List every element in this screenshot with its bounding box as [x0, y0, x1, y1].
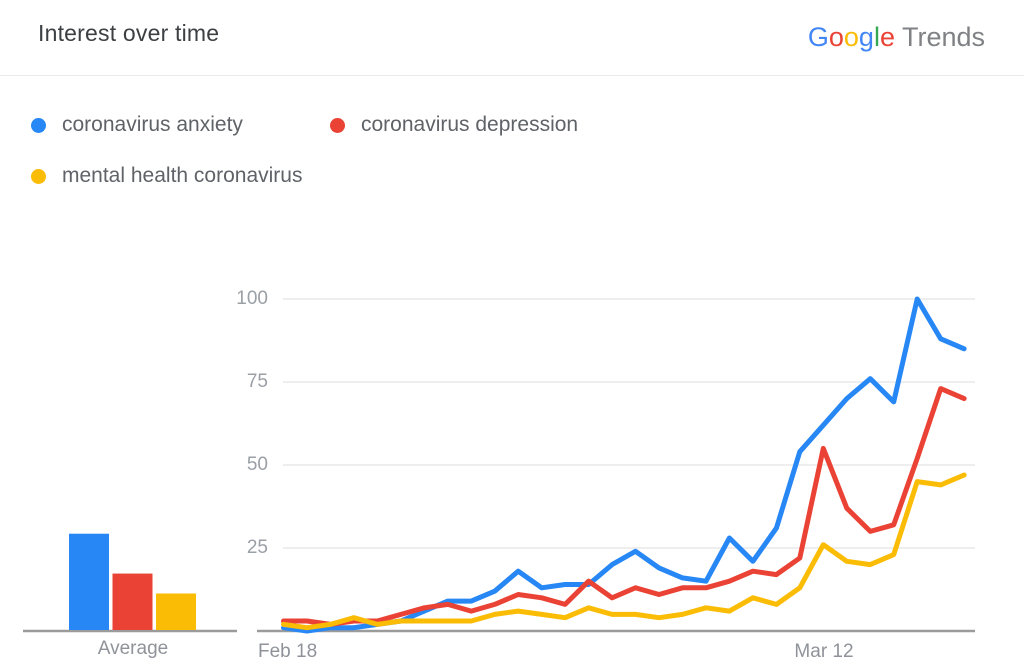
- legend-item-mental-health-coronavirus: mental health coronavirus: [31, 161, 302, 191]
- average-bar-blue[interactable]: [69, 533, 109, 630]
- x-axis-label-feb-18: Feb 18: [258, 641, 318, 662]
- legend-label: coronavirus depression: [361, 113, 579, 136]
- y-tick-label: 100: [236, 288, 268, 309]
- y-tick-label: 25: [246, 537, 268, 558]
- y-tick-label: 75: [246, 371, 268, 392]
- legend-item-coronavirus-depression: coronavirus depression: [330, 110, 578, 140]
- legend-dot-blue-icon: [31, 117, 46, 133]
- trends-wordmark: Trends: [901, 22, 985, 52]
- x-axis-label-mar-12: Mar 12: [794, 641, 854, 662]
- legend-item-coronavirus-anxiety: coronavirus anxiety: [31, 110, 243, 140]
- google-trends-logo[interactable]: Google Trends: [808, 22, 985, 53]
- logo-letter: o: [828, 22, 844, 52]
- legend-dot-red-icon: [330, 117, 345, 133]
- header-divider: [0, 75, 1024, 76]
- y-tick-label: 50: [246, 454, 268, 475]
- logo-letter: o: [843, 22, 859, 52]
- series-line-red[interactable]: [281, 386, 967, 627]
- series-line-yellow[interactable]: [281, 472, 967, 631]
- logo-letter: l: [873, 22, 880, 52]
- logo-letter: G: [807, 22, 829, 52]
- bar-axis-label-average: Average: [97, 638, 169, 659]
- page-title: Interest over time: [38, 20, 220, 46]
- legend-dot-yellow-icon: [31, 168, 46, 184]
- average-bar-yellow[interactable]: [156, 593, 196, 630]
- google-logo-wordmark: Google: [808, 22, 895, 52]
- logo-letter: e: [879, 22, 895, 52]
- average-bar-red[interactable]: [112, 573, 153, 630]
- legend-label: mental health coronavirus: [62, 164, 303, 187]
- legend-label: coronavirus anxiety: [62, 113, 243, 136]
- logo-letter: g: [858, 22, 874, 52]
